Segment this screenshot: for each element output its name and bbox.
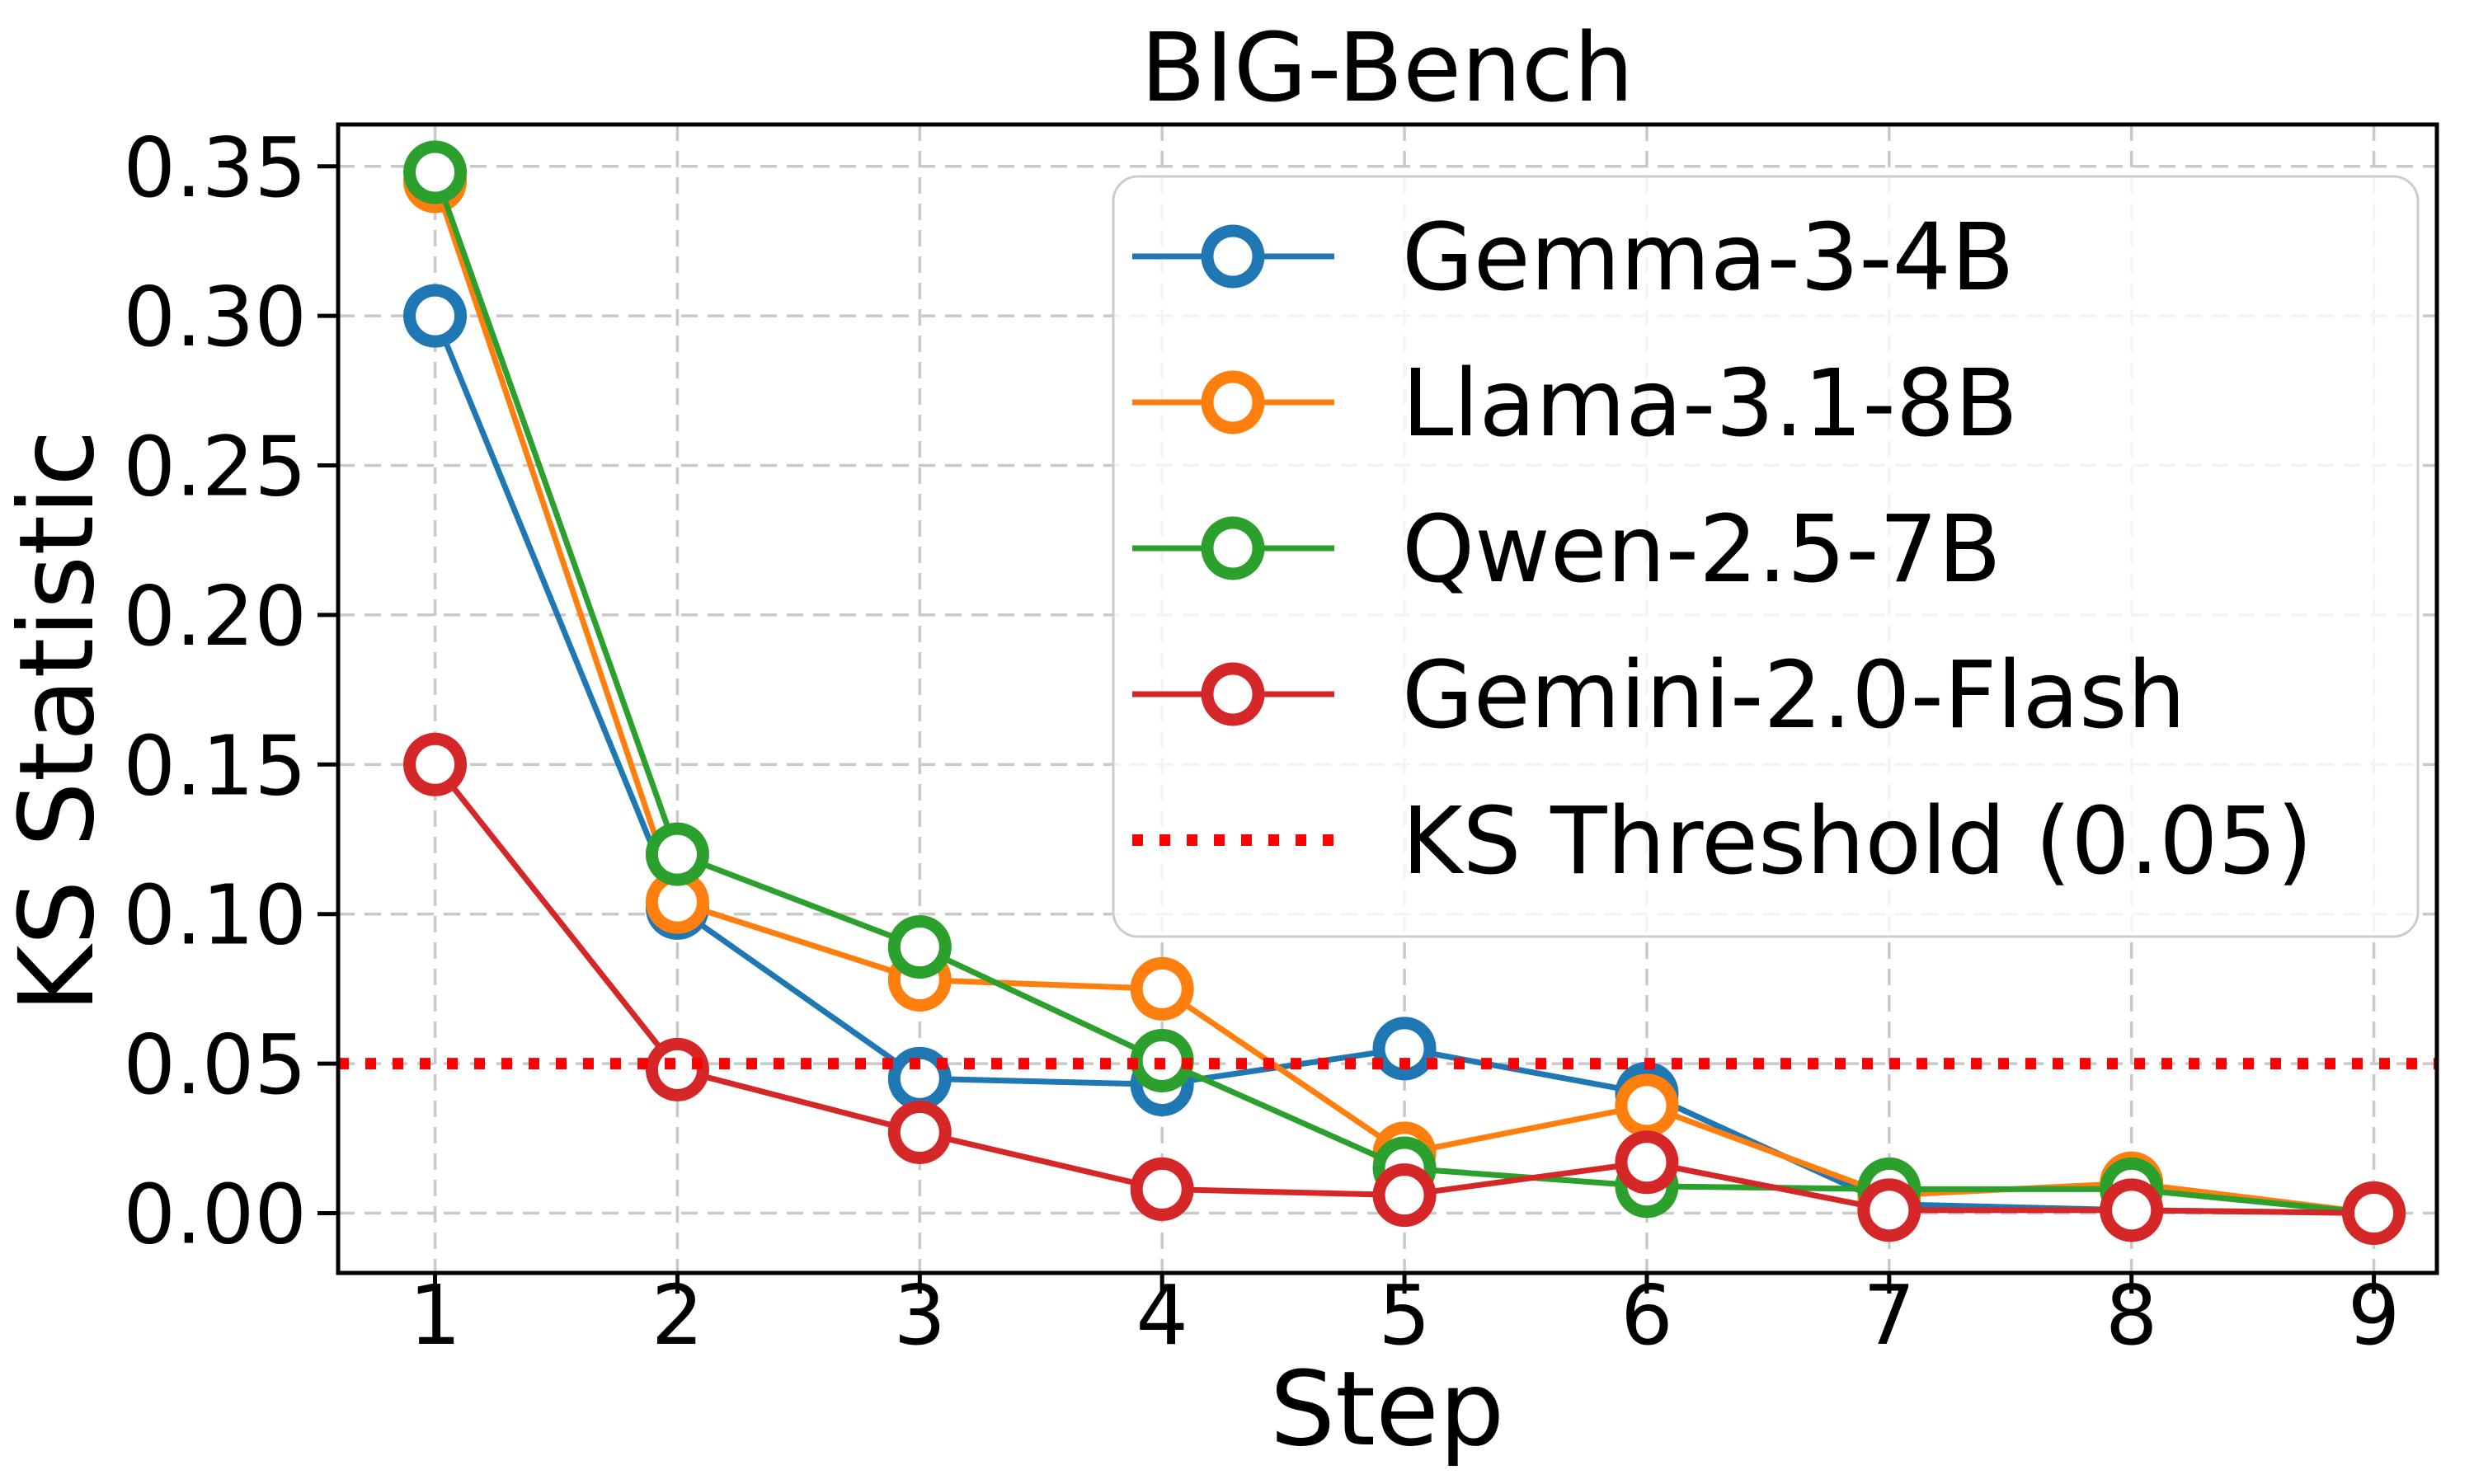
series-gemini-2.0-flash [403, 732, 2406, 1245]
x-tick-label: 9 [2348, 1267, 2401, 1364]
data-point-marker [403, 140, 468, 204]
data-point-marker [887, 1101, 952, 1165]
data-point-marker [1130, 956, 1194, 1021]
x-tick-label: 6 [1620, 1267, 1673, 1364]
x-axis-label: Step [1270, 1350, 1505, 1469]
axis-ticks: 0.00 0.05 0.10 0.15 0.20 0.25 0.30 0.35 1 2 3 4 5 6 7 8… [123, 120, 2400, 1364]
y-axis-label: KS Statistic [0, 430, 117, 1012]
data-point-marker [2342, 1181, 2406, 1245]
data-point-marker [1615, 1130, 1679, 1195]
legend-item: Qwen-2.5-7B [1132, 496, 2001, 603]
legend-sample-marker [1201, 370, 1265, 434]
data-series [403, 140, 2406, 1245]
data-point-marker [1130, 1157, 1194, 1221]
data-point-marker [645, 1037, 709, 1101]
legend-item: Gemma-3-4B [1132, 204, 2015, 312]
legend-label: Qwen-2.5-7B [1402, 496, 2001, 603]
x-tick-label: 1 [409, 1267, 462, 1364]
legend-box [1112, 175, 2420, 938]
data-point-marker [1615, 1073, 1679, 1138]
legend-label: Llama-3.1-8B [1402, 350, 2018, 458]
legend-item: Llama-3.1-8B [1132, 350, 2018, 458]
legend-label: Gemma-3-4B [1402, 204, 2015, 312]
x-tick-label: 2 [651, 1267, 704, 1364]
plot-border [336, 122, 2439, 1275]
y-tick-label: 0.35 [123, 120, 307, 216]
y-tick-label: 0.15 [123, 717, 307, 814]
x-tick-label: 3 [893, 1267, 946, 1364]
data-point-marker [403, 732, 468, 796]
y-tick-label: 0.30 [123, 269, 307, 365]
data-point-marker [887, 915, 952, 979]
x-tick-label: 5 [1378, 1267, 1431, 1364]
x-tick-label: 8 [2105, 1267, 2158, 1364]
x-tick-label: 4 [1136, 1267, 1188, 1364]
y-tick-label: 0.00 [123, 1166, 307, 1262]
y-tick-label: 0.20 [123, 568, 307, 665]
data-point-marker [1372, 1017, 1437, 1081]
x-tick-label: 7 [1863, 1267, 1916, 1364]
chart-title: BIG-Bench [1141, 13, 1634, 124]
legend-label: KS Threshold (0.05) [1402, 788, 2312, 895]
legend: Gemma-3-4B Llama-3.1-8B Qwen-2.5-7B Gemini-… [1112, 175, 2420, 938]
legend-sample-marker [1201, 662, 1265, 726]
data-point-marker [1857, 1178, 1921, 1242]
legend-label: Gemini-2.0-Flash [1402, 642, 2185, 749]
legend-sample-marker [1201, 224, 1265, 289]
y-tick-label: 0.25 [123, 419, 307, 515]
legend-item: Gemini-2.0-Flash [1132, 642, 2185, 749]
y-tick-label: 0.10 [123, 867, 307, 964]
data-point-marker [403, 284, 468, 348]
legend-sample-marker [1201, 516, 1265, 580]
data-point-marker [645, 822, 709, 886]
legend-item: KS Threshold (0.05) [1132, 788, 2312, 895]
y-tick-label: 0.05 [123, 1017, 307, 1113]
data-point-marker [2100, 1178, 2164, 1242]
data-point-marker [1372, 1163, 1437, 1228]
